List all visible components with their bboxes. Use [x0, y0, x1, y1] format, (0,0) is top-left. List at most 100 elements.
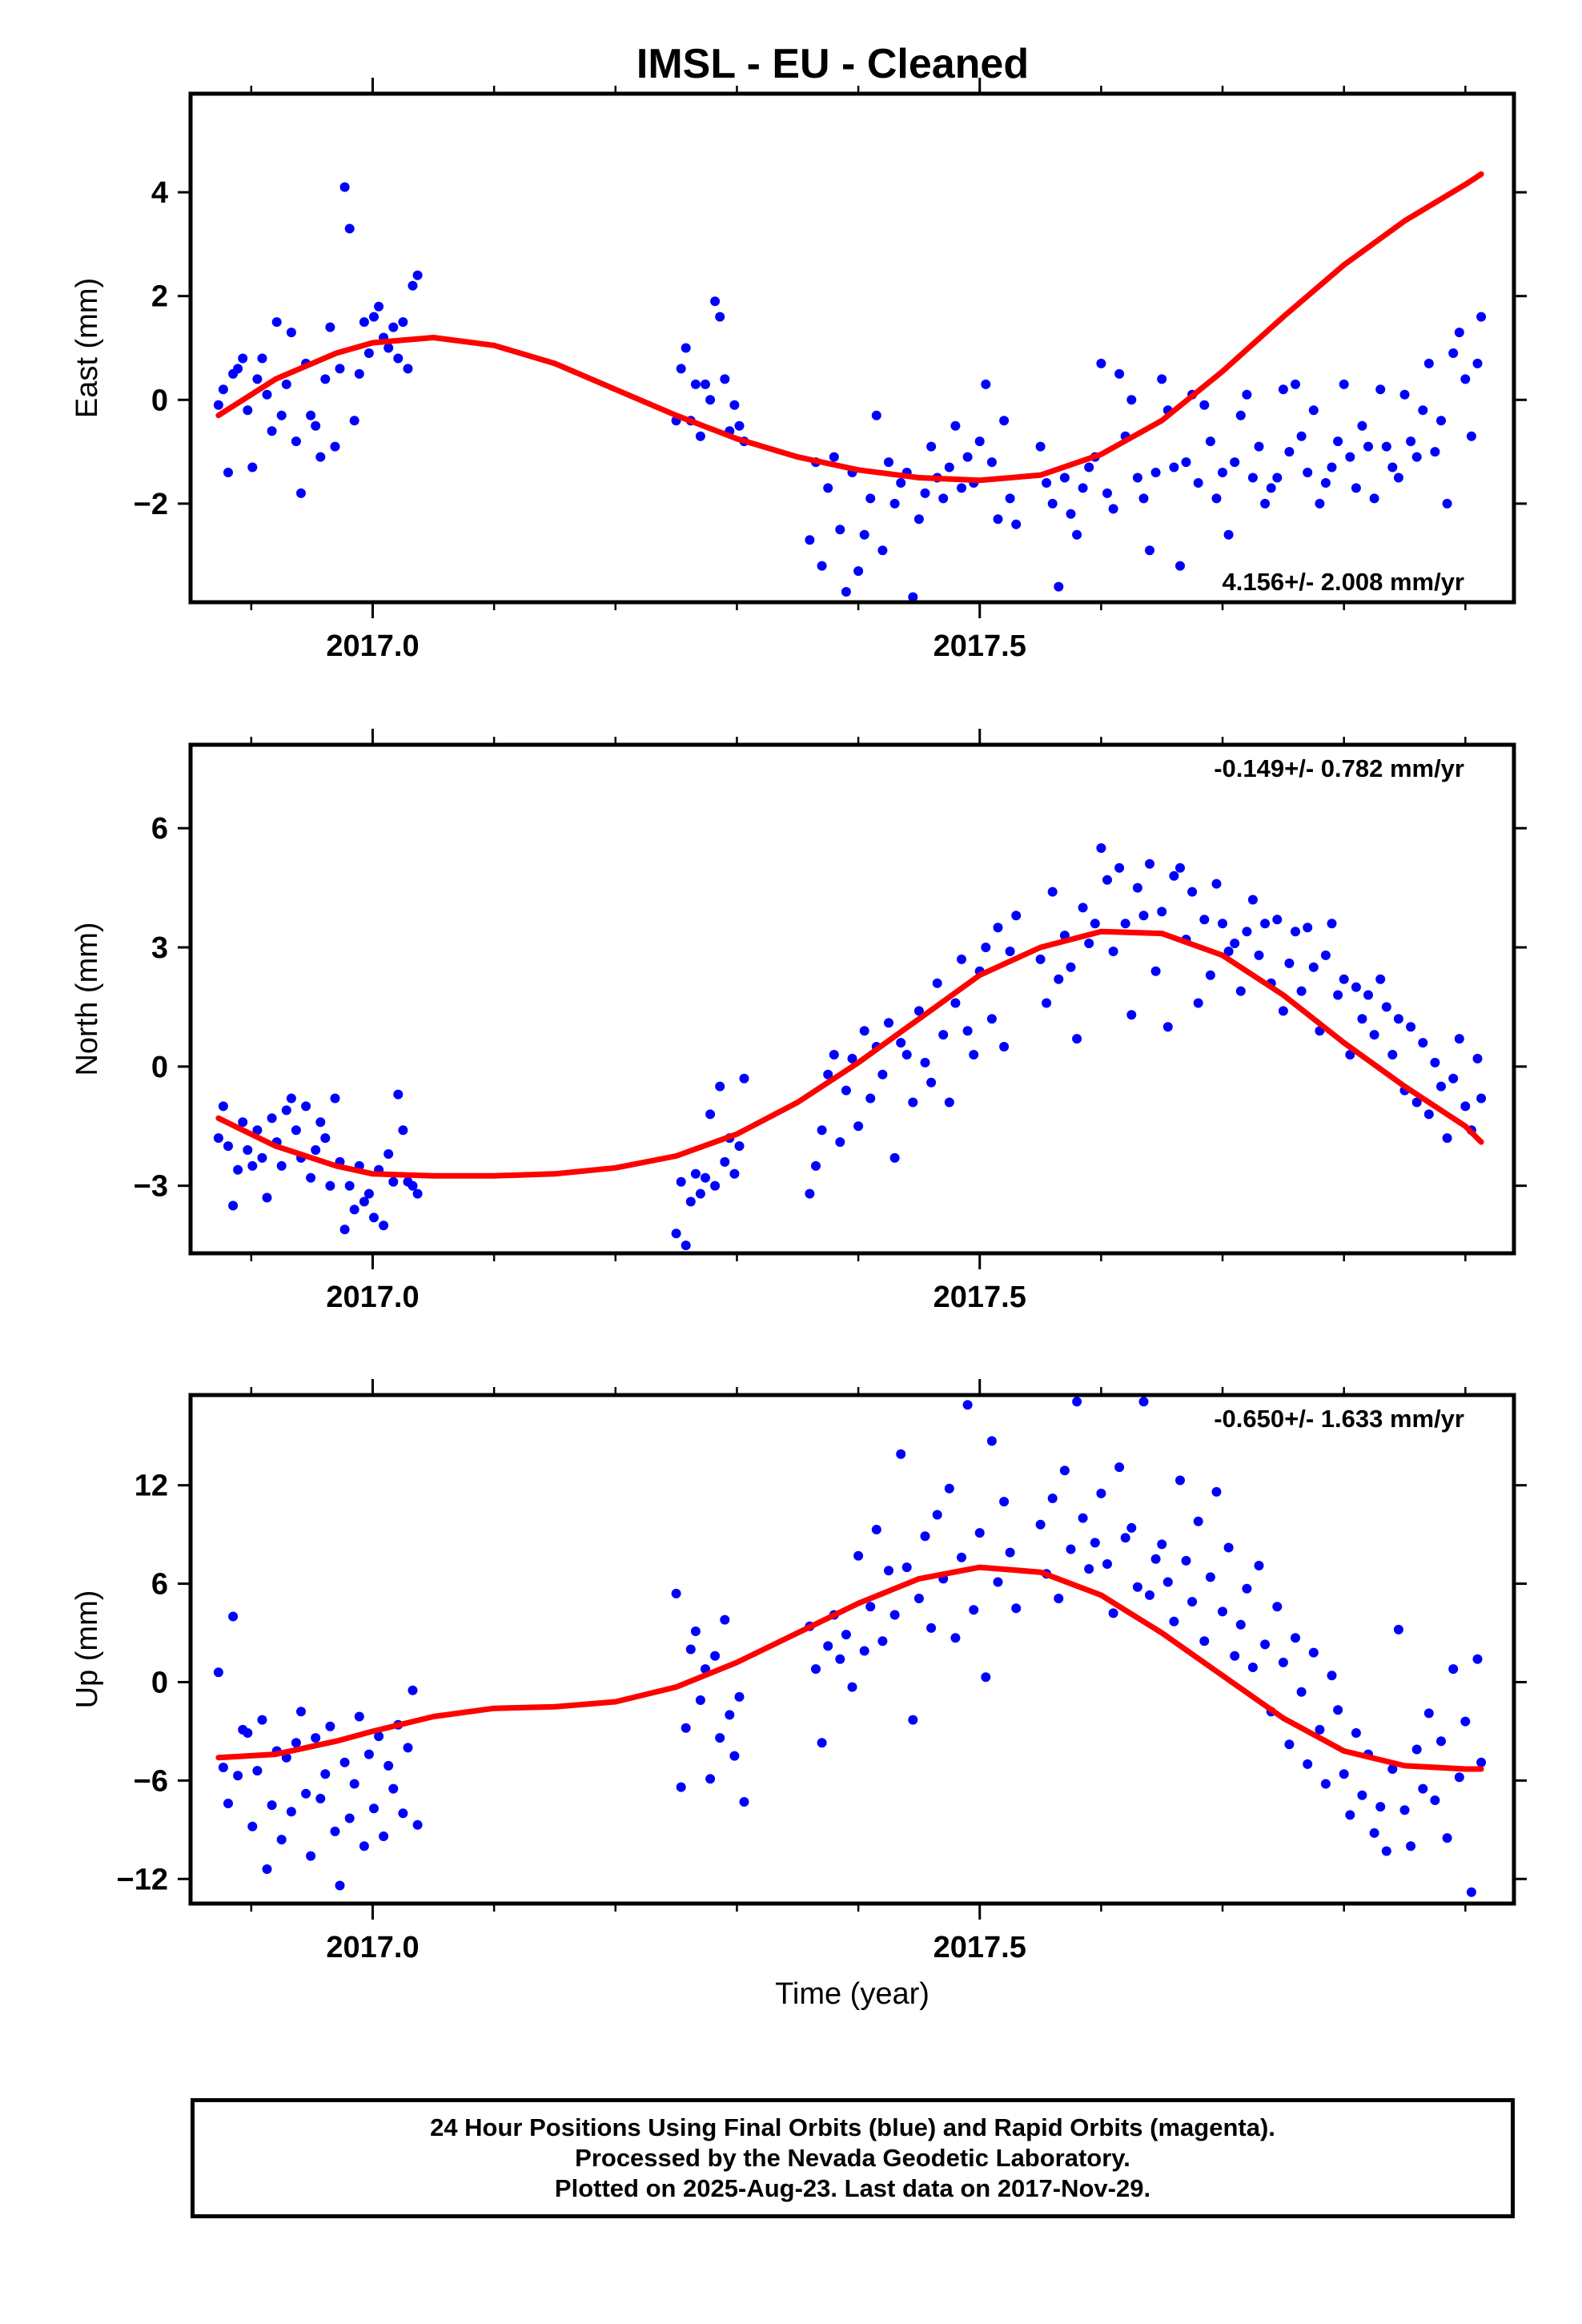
up-data-point [1218, 1606, 1227, 1617]
east-data-point [817, 561, 827, 571]
north-data-point [379, 1220, 389, 1231]
up-data-point [695, 1695, 705, 1705]
up-data-point [359, 1841, 369, 1852]
north-data-point [865, 1093, 876, 1104]
east-data-point [349, 416, 359, 426]
north-data-point [1387, 1050, 1398, 1059]
north-data-point [944, 1097, 954, 1108]
up-data-point [228, 1611, 239, 1622]
up-data-point [1096, 1488, 1106, 1498]
east-data-point [398, 317, 408, 328]
north-data-point [349, 1204, 359, 1215]
north-data-point [1120, 919, 1130, 929]
east-data-point [974, 436, 985, 447]
up-data-point [1138, 1397, 1149, 1407]
north-data-point [339, 1224, 350, 1235]
up-data-point [957, 1552, 966, 1562]
up-data-point [1411, 1744, 1422, 1755]
up-data-point [1448, 1664, 1459, 1675]
east-data-point [859, 529, 869, 540]
north-data-point [311, 1145, 321, 1155]
north-data-point [1320, 950, 1331, 960]
up-data-point [1387, 1764, 1398, 1774]
up-data-point [349, 1779, 359, 1789]
up-data-point [729, 1751, 740, 1761]
north-y-tick-label: 6 [151, 812, 168, 846]
east-data-point [1320, 478, 1331, 488]
north-data-point [393, 1089, 404, 1100]
north-data-point [1393, 1014, 1403, 1024]
north-data-point [1278, 1006, 1288, 1016]
up-data-point [223, 1799, 233, 1808]
east-data-point [223, 468, 233, 477]
north-data-point [398, 1125, 408, 1136]
north-data-point [986, 1014, 997, 1024]
north-data-point [729, 1168, 740, 1179]
east-data-point [1072, 529, 1082, 540]
east-data-point [257, 353, 267, 364]
north-data-point [957, 954, 966, 964]
east-data-point [1005, 493, 1015, 504]
up-data-point [213, 1667, 223, 1678]
up-data-point [252, 1766, 263, 1776]
north-data-point [695, 1188, 705, 1199]
up-y-tick-label: 12 [135, 1470, 168, 1503]
east-data-point [1126, 395, 1137, 405]
north-data-point [671, 1228, 681, 1239]
north-panel: 2017.0 2017.5 −3 0 3 6 North (mm) -0.149+/- 0.7… [70, 729, 1527, 1314]
north-data-point [1005, 947, 1015, 956]
north-data-point [233, 1164, 243, 1175]
east-data-point [865, 493, 876, 504]
east-data-point [1199, 400, 1210, 410]
east-data-point [388, 322, 399, 332]
east-data-point [999, 416, 1010, 426]
north-data-point [1084, 939, 1094, 948]
east-data-point [853, 566, 864, 577]
up-data-point [1320, 1779, 1331, 1789]
up-data-point [301, 1788, 311, 1799]
up-data-point [374, 1731, 384, 1742]
up-data-point [1035, 1519, 1046, 1530]
north-data-point [715, 1081, 725, 1092]
north-data-point [1375, 974, 1386, 984]
north-data-point [1157, 907, 1167, 917]
up-data-point [1047, 1494, 1058, 1503]
north-data-point [877, 1069, 888, 1080]
north-data-point [817, 1125, 827, 1136]
east-data-point [695, 431, 705, 441]
north-data-point [223, 1141, 233, 1152]
east-data-point [1145, 545, 1154, 556]
north-data-point [218, 1101, 228, 1112]
east-data-point [1205, 436, 1215, 447]
up-data-point [681, 1723, 691, 1733]
east-data-point [374, 301, 384, 312]
east-data-point [1387, 462, 1398, 472]
east-data-point [218, 384, 228, 395]
north-data-point [1369, 1030, 1379, 1040]
north-data-point [1291, 927, 1300, 937]
east-data-point [271, 317, 282, 328]
north-data-point [1193, 998, 1203, 1008]
north-data-point [1169, 870, 1179, 881]
up-data-point [671, 1588, 681, 1598]
east-data-point [1381, 441, 1391, 452]
up-data-point [388, 1783, 399, 1794]
north-data-point [739, 1073, 749, 1084]
east-data-point [354, 368, 364, 379]
north-data-point [1035, 954, 1046, 964]
up-data-point [1230, 1651, 1240, 1661]
north-data-point [1090, 919, 1100, 929]
up-data-point [999, 1497, 1010, 1507]
north-data-point [932, 978, 942, 988]
east-data-point [1284, 447, 1295, 457]
north-data-point [1132, 883, 1142, 893]
up-data-point [1375, 1802, 1386, 1812]
north-data-point [408, 1180, 418, 1191]
north-data-point [1357, 1014, 1367, 1024]
north-data-point [315, 1117, 326, 1128]
east-data-point [1047, 498, 1058, 509]
north-data-point [1442, 1133, 1452, 1144]
east-data-point [920, 488, 930, 498]
north-data-point [853, 1121, 864, 1132]
north-data-point [1078, 903, 1088, 913]
